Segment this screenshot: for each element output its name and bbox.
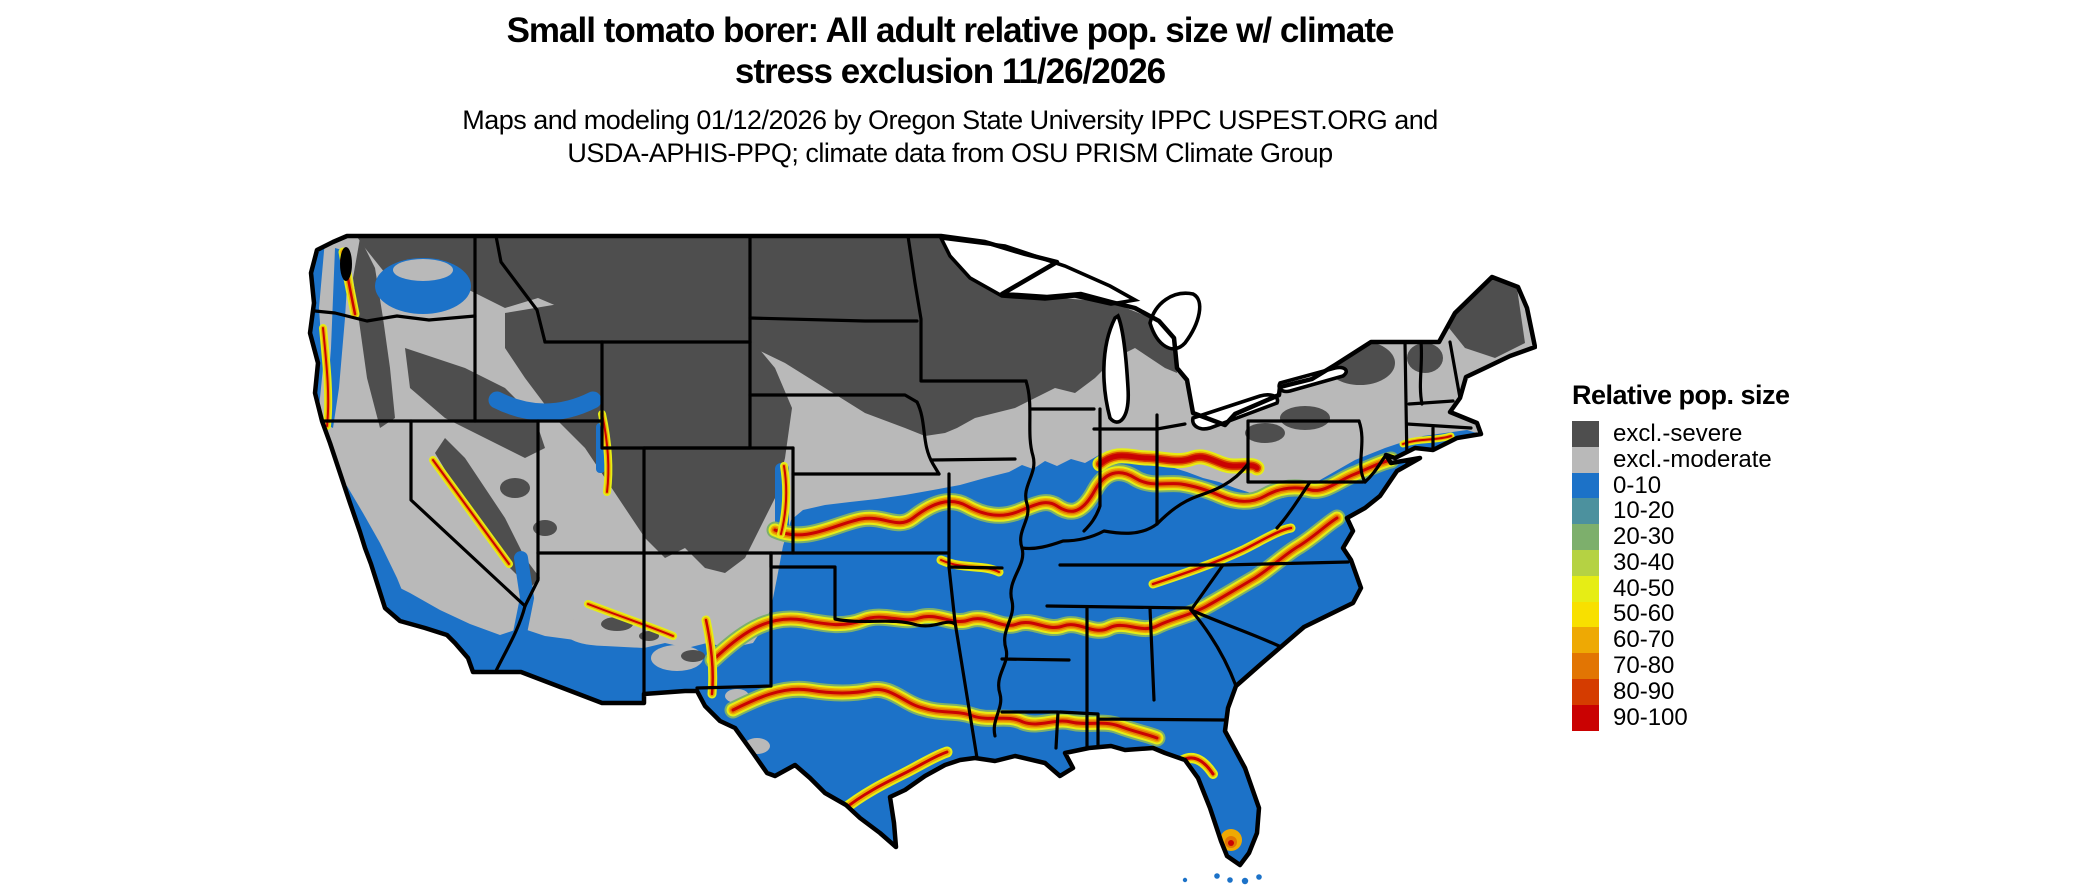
legend-label: 60-70 <box>1613 626 1675 654</box>
legend-item: 0-10 <box>1572 471 1932 499</box>
legend-item: 60-70 <box>1572 626 1932 654</box>
legend-rows: excl.-severe excl.-moderate 0-10 10-20 20-30… <box>1572 419 1932 731</box>
legend-label: 80-90 <box>1613 677 1675 705</box>
legend-item: 50-60 <box>1572 600 1932 628</box>
legend-swatch <box>1572 549 1599 576</box>
legend-swatch <box>1572 601 1599 628</box>
map-subtitle-line1: Maps and modeling 01/12/2026 by Oregon S… <box>462 105 1438 135</box>
us-map <box>305 228 1537 888</box>
map-title-line2: stress exclusion 11/26/2026 <box>734 52 1166 91</box>
map-title-line1: Small tomato borer: All adult relative p… <box>506 11 1395 50</box>
state-borders <box>310 236 1473 760</box>
legend-label: 20-30 <box>1613 523 1675 551</box>
legend-swatch <box>1572 421 1599 447</box>
legend-swatch <box>1572 653 1599 679</box>
legend-item: 70-80 <box>1572 652 1932 680</box>
legend-label: 10-20 <box>1613 497 1675 525</box>
legend-item: excl.-moderate <box>1572 445 1932 473</box>
legend-label: 40-50 <box>1613 574 1675 602</box>
legend-swatch <box>1572 446 1599 473</box>
legend-title: Relative pop. size <box>1572 380 1790 410</box>
lake-huron <box>1148 291 1202 351</box>
legend-swatch <box>1572 575 1599 602</box>
legend-label: excl.-severe <box>1613 419 1743 447</box>
header: Small tomato borer: All adult relative p… <box>250 10 1650 170</box>
legend-swatch <box>1572 704 1599 731</box>
legend-item: excl.-severe <box>1572 419 1932 447</box>
map-subtitle: Maps and modeling 01/12/2026 by Oregon S… <box>250 104 1650 170</box>
legend-label: 50-60 <box>1613 600 1675 628</box>
legend-label: 0-10 <box>1613 471 1662 499</box>
legend-label: 70-80 <box>1613 652 1675 680</box>
legend-item: 30-40 <box>1572 548 1932 576</box>
legend-item: 20-30 <box>1572 523 1932 551</box>
map-legend: Relative pop. size excl.-severe excl.-mod… <box>1572 380 1932 731</box>
legend-item: 10-20 <box>1572 497 1932 525</box>
legend-swatch <box>1572 472 1599 499</box>
lake-michigan <box>1102 313 1130 424</box>
water-details <box>340 247 1262 885</box>
legend-label: excl.-moderate <box>1613 445 1772 473</box>
legend-item: 80-90 <box>1572 677 1932 705</box>
legend-swatch <box>1572 627 1599 654</box>
legend-label: 90-100 <box>1613 703 1688 731</box>
legend-swatch <box>1572 678 1599 705</box>
legend-item: 40-50 <box>1572 574 1932 602</box>
legend-swatch <box>1572 524 1599 550</box>
map-subtitle-line2: USDA-APHIS-PPQ; climate data from OSU PR… <box>567 138 1333 168</box>
legend-label: 30-40 <box>1613 548 1675 576</box>
legend-item: 90-100 <box>1572 703 1932 731</box>
great-lakes <box>937 235 1348 431</box>
legend-swatch <box>1572 498 1599 525</box>
